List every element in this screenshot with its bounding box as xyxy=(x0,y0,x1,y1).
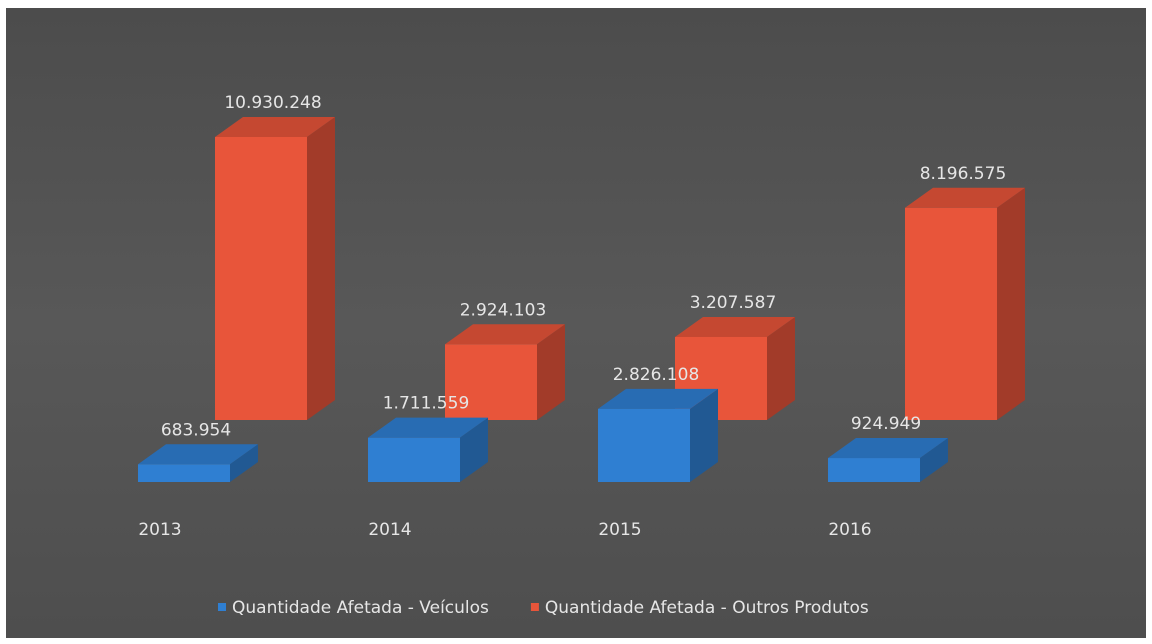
data-label: 10.930.248 xyxy=(224,93,321,113)
bar xyxy=(138,444,258,482)
bar-front xyxy=(905,207,997,420)
bar xyxy=(828,438,948,482)
data-label: 8.196.575 xyxy=(920,164,1007,184)
bar-side xyxy=(690,388,718,482)
bar xyxy=(445,324,565,420)
bar xyxy=(675,316,795,420)
bar xyxy=(598,388,718,482)
bar-front xyxy=(368,437,460,482)
data-label: 3.207.587 xyxy=(690,293,777,313)
bar-top xyxy=(138,444,258,465)
bar xyxy=(215,117,335,420)
bar-side xyxy=(537,324,565,420)
data-label: 1.711.559 xyxy=(383,394,470,414)
bar-top xyxy=(905,187,1025,208)
bar-front xyxy=(445,344,537,420)
x-tick-label: 2015 xyxy=(598,520,641,540)
x-tick-label: 2014 xyxy=(368,520,411,540)
bar-top xyxy=(675,316,795,337)
bar-side xyxy=(997,187,1025,420)
bar-side xyxy=(767,316,795,420)
x-tick-label: 2013 xyxy=(138,520,181,540)
data-label: 924.949 xyxy=(851,414,921,434)
bar-side xyxy=(230,444,258,482)
bar xyxy=(905,187,1025,420)
bar-side xyxy=(460,417,488,482)
bar-top xyxy=(828,438,948,459)
bar-side xyxy=(920,438,948,482)
bar-front xyxy=(215,137,307,420)
bar-top xyxy=(445,324,565,345)
legend-label: Quantidade Afetada - Veículos xyxy=(232,598,489,618)
x-tick-label: 2016 xyxy=(828,520,871,540)
bar-front xyxy=(138,464,230,482)
legend-label: Quantidade Afetada - Outros Produtos xyxy=(545,598,869,618)
bar-top xyxy=(215,117,335,137)
bar xyxy=(368,417,488,482)
bar-side xyxy=(307,117,335,420)
legend-swatch xyxy=(218,603,226,611)
bar-top xyxy=(598,388,718,409)
bar-front xyxy=(598,408,690,482)
data-label: 683.954 xyxy=(161,420,231,440)
bar-front xyxy=(828,458,920,482)
data-label: 2.826.108 xyxy=(613,365,700,385)
bar-top xyxy=(368,417,488,438)
data-label: 2.924.103 xyxy=(460,300,547,320)
legend-swatch xyxy=(530,603,539,611)
